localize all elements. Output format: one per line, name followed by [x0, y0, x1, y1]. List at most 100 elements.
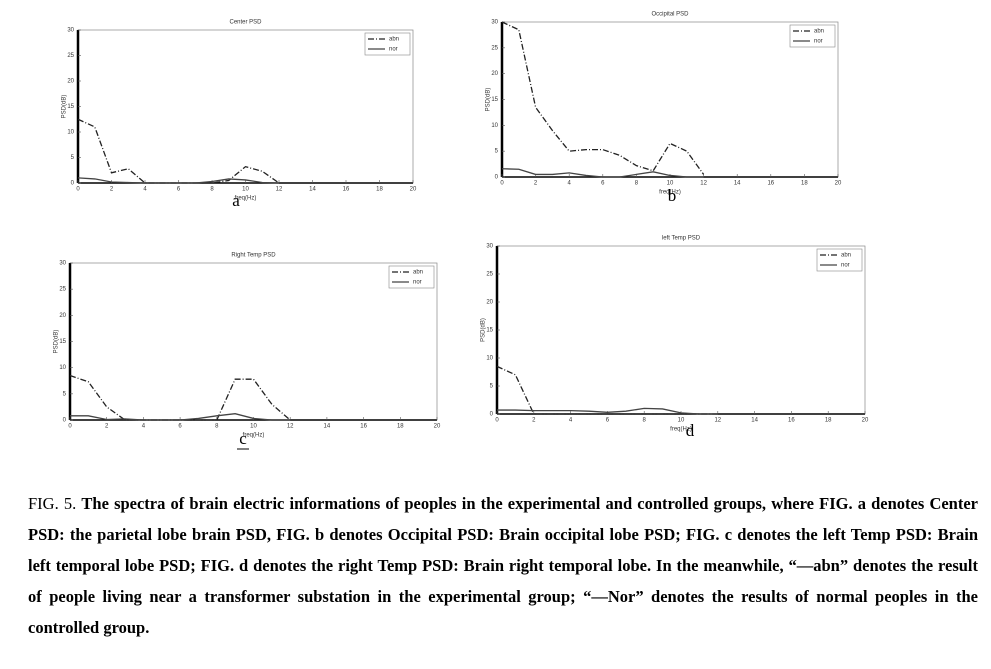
y-tick-label: 10 — [491, 123, 498, 129]
x-tick-label: 12 — [287, 424, 294, 430]
x-tick-label: 4 — [568, 181, 572, 187]
x-tick-label: 20 — [835, 181, 842, 187]
x-tick-label: 10 — [242, 187, 249, 193]
y-tick-label: 20 — [486, 300, 493, 306]
x-tick-label: 4 — [569, 418, 573, 424]
y-tick-label: 5 — [495, 149, 499, 155]
panel-label: b — [668, 186, 677, 205]
y-axis-label: PSD(dB) — [481, 318, 487, 342]
x-tick-label: 14 — [734, 181, 741, 187]
x-tick-label: 18 — [825, 418, 832, 424]
caption-label: FIG. 5. — [28, 494, 77, 513]
y-tick-label: 0 — [71, 181, 75, 187]
data-line — [69, 374, 291, 421]
x-tick-label: 18 — [397, 424, 404, 430]
x-tick-label: 12 — [700, 181, 707, 187]
caption-text: The spectra of brain electric informatio… — [28, 494, 979, 637]
x-tick-label: 18 — [801, 181, 808, 187]
data-line — [77, 177, 280, 184]
x-axis-label: freq(Hz) — [243, 433, 265, 439]
y-tick-label: 0 — [495, 175, 499, 181]
x-tick-label: 2 — [532, 418, 536, 424]
x-tick-label: 8 — [635, 181, 639, 187]
x-tick-label: 8 — [215, 424, 219, 430]
figure: Center PSD freq(Hz) PSD(dB) 0 2 4 6 8 10 12 14 16 18… — [54, 12, 869, 450]
y-tick-label: 25 — [491, 45, 498, 51]
y-tick-label: 15 — [491, 97, 498, 103]
x-tick-label: 16 — [767, 181, 774, 187]
y-tick-label: 20 — [59, 313, 66, 319]
data-line — [70, 413, 291, 421]
x-tick-label: 8 — [210, 187, 214, 193]
x-tick-label: 14 — [751, 418, 758, 424]
legend-box — [816, 248, 863, 272]
y-axis-label: PSD(dB) — [486, 88, 492, 112]
legend-label: abn — [389, 37, 399, 43]
x-tick-label: 0 — [495, 418, 499, 424]
data-line — [77, 118, 280, 184]
plot-frame — [496, 245, 866, 415]
y-axis-label: PSD(dB) — [62, 95, 68, 119]
chart-title: Right Temp PSD — [231, 253, 276, 259]
x-tick-label: 12 — [276, 187, 283, 193]
x-tick-label: 20 — [434, 424, 441, 430]
legend-label: abn — [413, 270, 423, 276]
data-line — [497, 407, 718, 415]
y-tick-label: 10 — [67, 130, 74, 136]
legend-box — [388, 265, 435, 289]
legend-label: abn — [814, 29, 824, 35]
chart-title: Occipital PSD — [651, 12, 689, 18]
legend-label: nor — [413, 280, 422, 286]
y-tick-label: 30 — [486, 244, 493, 250]
x-tick-label: 10 — [678, 418, 685, 424]
x-tick-label: 20 — [410, 187, 417, 193]
plot-frame — [501, 21, 839, 178]
x-tick-label: 6 — [601, 181, 605, 187]
legend-label: nor — [389, 47, 398, 53]
x-tick-label: 12 — [714, 418, 721, 424]
x-tick-label: 0 — [68, 424, 72, 430]
y-axis-label: PSD(dB) — [54, 330, 60, 354]
plot-frame — [77, 29, 414, 184]
x-tick-label: 14 — [309, 187, 316, 193]
y-tick-label: 30 — [59, 261, 66, 267]
legend-label: nor — [814, 39, 823, 45]
y-tick-label: 0 — [490, 412, 494, 418]
x-axis-label: freq(Hz) — [235, 196, 257, 202]
y-tick-label: 10 — [59, 365, 66, 371]
data-line — [501, 168, 704, 178]
x-tick-label: 8 — [643, 418, 647, 424]
legend-box — [789, 24, 836, 48]
x-tick-label: 4 — [143, 187, 147, 193]
x-tick-label: 14 — [324, 424, 331, 430]
x-tick-label: 18 — [376, 187, 383, 193]
y-tick-label: 15 — [67, 104, 74, 110]
y-tick-label: 0 — [63, 418, 67, 424]
y-tick-label: 5 — [490, 384, 494, 390]
x-tick-label: 10 — [250, 424, 257, 430]
data-line — [496, 365, 718, 415]
y-tick-label: 25 — [59, 287, 66, 293]
chart-title: left Temp PSD — [662, 236, 701, 242]
panel-label: d — [686, 421, 695, 440]
y-tick-label: 5 — [63, 391, 67, 397]
x-tick-label: 0 — [500, 181, 504, 187]
chart-title: Center PSD — [229, 20, 262, 26]
legend-label: abn — [841, 253, 851, 259]
plot-frame — [69, 262, 438, 421]
y-tick-label: 15 — [59, 339, 66, 345]
x-tick-label: 4 — [142, 424, 146, 430]
caption: FIG. 5. The spectra of brain electric in… — [28, 488, 978, 643]
x-tick-label: 16 — [788, 418, 795, 424]
x-tick-label: 6 — [177, 187, 181, 193]
x-axis-label: freq(Hz) — [659, 190, 681, 196]
x-tick-label: 6 — [178, 424, 182, 430]
x-tick-label: 20 — [862, 418, 869, 424]
y-tick-label: 30 — [491, 20, 498, 26]
y-tick-label: 5 — [71, 155, 75, 161]
x-tick-label: 2 — [534, 181, 538, 187]
x-axis-label: freq(Hz) — [670, 427, 692, 433]
y-tick-label: 15 — [486, 328, 493, 334]
y-tick-label: 20 — [491, 71, 498, 77]
x-tick-label: 2 — [110, 187, 114, 193]
